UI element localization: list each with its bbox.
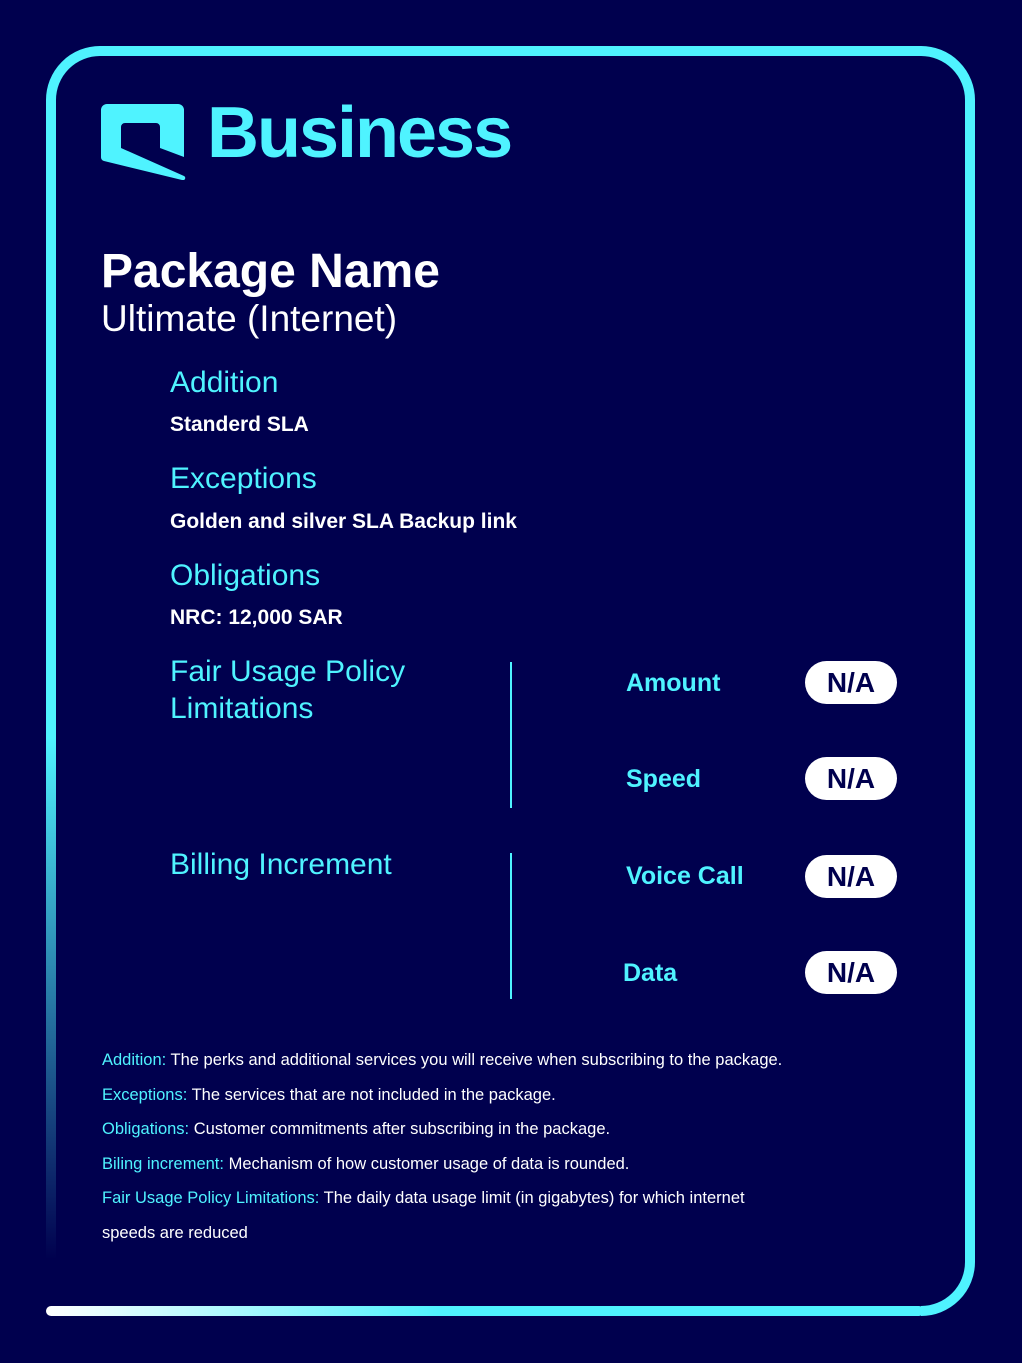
speed-value-badge: N/A [805,757,897,800]
package-name: Ultimate (Internet) [101,298,398,339]
note-text: The services that are not included in th… [191,1086,556,1104]
amount-value-badge: N/A [805,661,897,704]
page-title: Package Name [101,245,440,298]
addition-heading: Addition [170,366,279,399]
amount-label: Amount [626,669,721,697]
note-fair-usage-cont: speeds are reduced [102,1224,248,1242]
exceptions-value: Golden and silver SLA Backup link [170,510,517,533]
note-addition: Addition: The perks and additional servi… [102,1051,902,1070]
voice-call-label: Voice Call [626,862,744,890]
note-obligations: Obligations: Customer commitments after … [102,1120,902,1139]
note-exceptions: Exceptions: The services that are not in… [102,1086,902,1105]
data-label: Data [623,959,678,987]
exceptions-heading: Exceptions [170,462,317,495]
divider [510,662,512,808]
note-term: Biling increment: [102,1155,224,1173]
note-text: Mechanism of how customer usage of data … [228,1155,630,1173]
note-term: Fair Usage Policy Limitations: [102,1189,320,1207]
obligations-heading: Obligations [170,559,321,592]
billing-heading: Billing Increment [170,848,392,881]
note-fair-usage: Fair Usage Policy Limitations: The daily… [102,1189,902,1208]
data-value-badge: N/A [805,951,897,994]
note-term: Addition: [102,1051,167,1069]
obligations-value: NRC: 12,000 SAR [170,606,343,629]
addition-value: Standerd SLA [170,413,309,436]
divider [510,853,512,999]
note-text: The daily data usage limit (in gigabytes… [323,1189,745,1207]
brand-name: Business [207,93,513,173]
note-term: Exceptions: [102,1086,188,1104]
fair-usage-heading-line2: Limitations [170,692,314,725]
speed-label: Speed [626,765,702,793]
voice-call-value-badge: N/A [805,855,897,898]
note-text: The perks and additional services you wi… [170,1051,783,1069]
note-term: Obligations: [102,1120,190,1138]
note-text: Customer commitments after subscribing i… [193,1120,611,1138]
speech-bubble-logo-icon [101,104,186,180]
fair-usage-heading: Fair Usage Policy [170,655,406,688]
note-billing: Biling increment: Mechanism of how custo… [102,1155,902,1174]
